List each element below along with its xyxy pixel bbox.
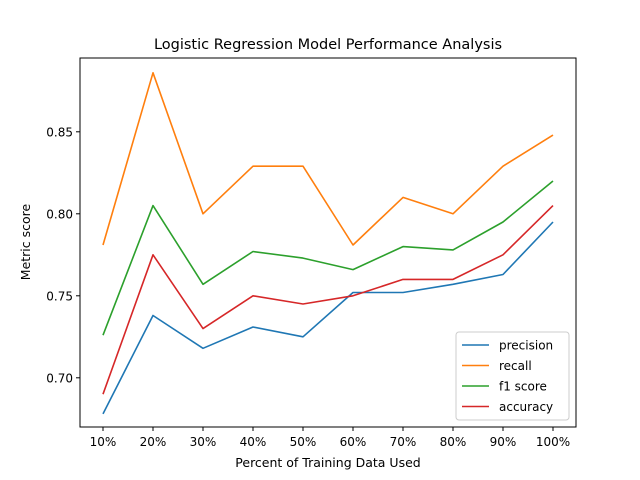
y-tick-label: 0.85 — [46, 125, 73, 139]
x-tick-label: 100% — [536, 435, 570, 449]
series-line-recall — [102, 72, 554, 246]
x-tick-label: 30% — [190, 435, 217, 449]
x-tick-label: 80% — [440, 435, 467, 449]
y-tick-label: 0.75 — [46, 289, 73, 303]
x-tick-label: 70% — [390, 435, 417, 449]
legend-label: precision — [499, 339, 553, 353]
series-line-f1-score — [102, 180, 554, 336]
series-line-accuracy — [102, 205, 554, 395]
x-tick-label: 60% — [340, 435, 367, 449]
x-tick-label: 20% — [140, 435, 167, 449]
legend-label: accuracy — [499, 400, 553, 414]
legend-box — [455, 331, 570, 421]
y-axis-label: Metric score — [18, 203, 33, 280]
legend: precision recall f1 score accuracy — [455, 331, 570, 421]
legend-label: f1 score — [499, 380, 547, 394]
series-line-precision — [102, 221, 554, 415]
x-axis-label: Percent of Training Data Used — [235, 455, 420, 470]
x-tick-label: 90% — [490, 435, 517, 449]
x-tick-label: 40% — [240, 435, 267, 449]
chart-title: Logistic Regression Model Performance An… — [154, 37, 502, 53]
plot-area — [79, 57, 577, 428]
y-tick-label: 0.80 — [46, 207, 73, 221]
legend-label: recall — [499, 359, 532, 373]
y-axis: 0.70 0.75 0.80 0.85 — [46, 125, 80, 385]
series-layer — [102, 72, 554, 415]
x-tick-label: 50% — [290, 435, 317, 449]
y-tick-label: 0.70 — [46, 371, 73, 385]
x-tick-label: 10% — [90, 435, 117, 449]
x-axis: 10% 20% 30% 40% 50% 60% 70% 80% 90% 100% — [90, 427, 570, 449]
